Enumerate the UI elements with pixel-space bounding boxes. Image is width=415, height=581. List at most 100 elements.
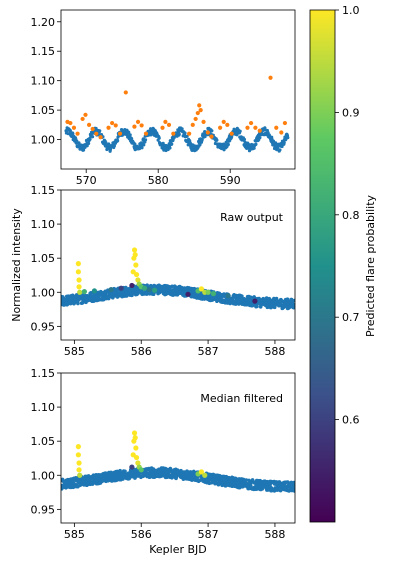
light-curve-point: [180, 127, 184, 131]
flare-point: [171, 131, 176, 136]
x-tick-label: 587: [198, 528, 219, 541]
colorbar-tick-label: 0.8: [342, 209, 360, 222]
flare-probability-point: [225, 293, 231, 299]
flare-probability-point: [133, 445, 139, 451]
flare-probability-point: [205, 289, 211, 295]
flare-point: [268, 75, 273, 80]
colorbar-tick-label: 1.0: [342, 4, 360, 17]
flare-point: [123, 90, 128, 95]
light-curve-point: [226, 142, 230, 147]
light-curve-point: [293, 486, 295, 490]
y-tick-label: 1.05: [31, 252, 56, 265]
y-axis-label: Normalized intensity: [10, 208, 23, 322]
light-curve-point: [174, 475, 179, 480]
x-tick-label: 590: [220, 174, 241, 187]
colorbar-tick-label: 0.7: [342, 311, 360, 324]
y-tick-label: 1.15: [31, 367, 56, 380]
flare-point: [160, 125, 165, 130]
light-curve-point: [90, 135, 95, 139]
y-tick-label: 1.15: [31, 184, 56, 197]
flare-point: [225, 122, 230, 127]
y-tick-label: 0.95: [31, 320, 56, 333]
light-curve-point: [75, 139, 79, 143]
top-panel: 570 580 590 1.00 1.05 1.10 1.15 1.20: [31, 9, 296, 187]
flare-probability-point: [210, 291, 217, 297]
light-curve-point: [131, 291, 135, 295]
colorbar: 0.6 0.7 0.8 0.9 1.0 Predicted flare probabil…: [309, 4, 377, 523]
annotation-raw-output: Raw output: [220, 211, 284, 224]
flare-probability-point: [132, 252, 138, 258]
y-tick-label: 1.15: [31, 45, 56, 58]
flare-probability-point: [133, 271, 140, 278]
y-tick-label: 1.00: [31, 286, 56, 299]
flare-point: [68, 120, 73, 126]
flare-point: [221, 119, 226, 124]
light-curve-point: [177, 132, 181, 136]
light-curve-point: [116, 139, 120, 143]
light-curve-point: [130, 137, 134, 141]
x-tick-label: 585: [64, 528, 85, 541]
flare-point: [195, 110, 200, 116]
flare-probability-point: [77, 472, 83, 478]
flare-probability-point: [75, 269, 81, 275]
flare-probability-point: [118, 285, 124, 291]
x-tick-label: 570: [76, 174, 97, 187]
flare-probability-point: [152, 287, 158, 293]
light-curve-point: [168, 146, 172, 150]
flare-probability-point: [132, 435, 138, 441]
y-tick-label: 1.05: [31, 104, 56, 117]
flare-point: [98, 135, 103, 140]
flare-probability-point: [133, 262, 139, 268]
light-curve-point: [215, 138, 219, 142]
flare-probability-point: [185, 291, 191, 297]
flare-point: [279, 130, 284, 135]
flare-probability-point: [81, 288, 87, 295]
light-curve-point: [243, 140, 247, 144]
x-tick-label: 585: [64, 345, 85, 358]
light-curve-point: [170, 284, 174, 289]
flare-probability-point: [75, 452, 81, 458]
flare-probability-point: [135, 277, 141, 283]
flare-point: [274, 125, 279, 130]
light-curve-point: [104, 140, 108, 145]
light-curve-point: [238, 129, 242, 133]
light-curve-point: [170, 142, 174, 146]
flare-point: [117, 131, 123, 136]
light-curve-point: [71, 132, 75, 136]
flare-point: [218, 125, 223, 130]
flare-point: [190, 122, 195, 127]
light-curve-point: [292, 489, 295, 493]
y-tick-label: 1.00: [31, 469, 56, 482]
flare-point: [209, 134, 214, 139]
flare-probability-point: [129, 282, 135, 289]
flare-point: [139, 123, 144, 128]
flare-probability-point: [76, 284, 82, 290]
y-tick-label: 1.05: [31, 435, 56, 448]
light-curve-point: [143, 138, 148, 142]
light-curve-point: [276, 146, 280, 150]
light-curve-point: [167, 470, 171, 475]
light-curve-point: [200, 138, 204, 142]
light-curve-point: [282, 141, 286, 145]
x-tick-label: 586: [131, 528, 152, 541]
flare-point: [135, 119, 141, 124]
flare-probability-point: [108, 286, 114, 293]
light-curve-point: [280, 144, 284, 149]
flare-point: [253, 125, 258, 130]
flare-point: [197, 103, 202, 108]
flare-probability-point: [202, 472, 208, 478]
flare-point: [90, 126, 95, 132]
light-curve-point: [198, 143, 202, 147]
flare-point: [245, 125, 250, 130]
light-curve-point: [112, 144, 116, 148]
flare-point: [132, 124, 137, 129]
flare-point: [193, 116, 198, 122]
x-axis-label: Kepler BJD: [149, 543, 207, 556]
flare-probability-point: [76, 277, 82, 283]
x-tick-label: 580: [148, 174, 169, 187]
flare-probability-point: [131, 247, 138, 253]
flare-probability-point: [76, 467, 82, 473]
flare-point: [166, 122, 172, 127]
flare-point: [113, 123, 118, 128]
light-curve-point: [254, 142, 258, 146]
